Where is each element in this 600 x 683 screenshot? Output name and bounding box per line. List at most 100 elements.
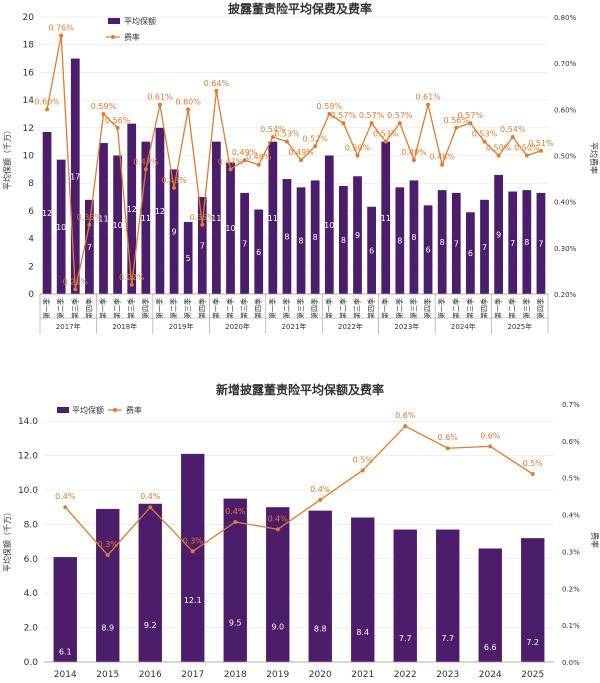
chart1-bar <box>536 192 546 294</box>
chart2-year-label: 2022 <box>394 670 417 680</box>
chart1-rate-marker <box>411 158 416 163</box>
chart2-bar-value-label: 8.9 <box>101 623 114 632</box>
chart1-bar <box>85 199 94 294</box>
chart1-quarter-label: 第三季 <box>522 298 531 319</box>
chart1-quarter-label: 第一季 <box>381 298 390 319</box>
chart1-bar-value-label: 12 <box>42 209 52 218</box>
chart2-rate-marker <box>190 549 195 554</box>
chart1-bar <box>42 131 52 294</box>
chart1-rate-value-label: 0.57% <box>387 111 413 120</box>
chart1-quarter-label: 第一季 <box>211 298 220 319</box>
chart1-quarter-label: 第一季 <box>494 298 503 319</box>
chart1-bar <box>480 199 489 294</box>
chart1-left-axis-title: 平均保额（千万） <box>2 126 12 190</box>
chart1-quarter-label: 第一季 <box>437 298 446 319</box>
chart2-bar <box>351 517 375 662</box>
chart2-left-axis-title: 平均保额（千万） <box>2 508 12 572</box>
chart1-rate-value-label: 0.60% <box>34 97 60 106</box>
chart1-bar <box>423 205 433 294</box>
chart2-legend-bar-label: 平均保额 <box>72 405 104 415</box>
chart1-quarter-label: 第二季 <box>113 298 122 319</box>
chart2-year-label: 2014 <box>54 670 77 680</box>
chart1-left-tick-label: 18 <box>23 41 35 51</box>
chart1-rate-marker <box>186 107 191 112</box>
chart1-quarter-label: 第四季 <box>423 298 432 319</box>
chart1-rate-value-label: 0.35% <box>190 213 216 222</box>
chart1-bar-value-label: 8 <box>341 236 346 245</box>
chart1-rate-value-label: 0.49% <box>288 148 314 157</box>
chart1-bar <box>70 58 80 294</box>
chart2-bars: 6.1 8.9 9.2 12.1 9.5 9.0 8.8 8.4 7.7 7.7 6.6 7.2 <box>53 453 545 662</box>
chart1-rate-value-label: 0.64% <box>204 79 230 88</box>
chart1-right-ticks: 0.20% 0.30% 0.40% 0.50% 0.60% 0.70% 0.80% <box>554 14 577 299</box>
chart1-rate-marker <box>426 102 431 107</box>
chart1-rate-marker <box>524 153 529 158</box>
chart1-rate-marker <box>313 144 318 149</box>
chart2-x-axis: 2014 2015 2016 2017 2018 2019 2020 2021 2022 2023… <box>44 661 554 680</box>
chart1-bar-value-label: 9 <box>496 230 501 239</box>
chart1-rate-value-label: 0.57% <box>331 111 357 120</box>
chart1-rate-value-label: 0.50% <box>514 144 540 153</box>
chart1-title: 披露董责险平均保费及费率 <box>228 1 372 16</box>
chart1-rate-value-label: 0.35% <box>77 213 103 222</box>
chart1-bar <box>310 180 320 294</box>
chart1-quarter-label: 第三季 <box>70 298 79 319</box>
chart1-rate-marker <box>143 167 148 172</box>
chart1-rate-marker <box>538 148 543 153</box>
chart1-quarter-label: 第二季 <box>508 298 517 319</box>
chart1-right-tick-label: 0.50% <box>554 153 577 161</box>
chart1-quarter-label: 第三季 <box>183 298 192 319</box>
chart1-year-label: 2025年 <box>507 322 532 331</box>
chart1-left-tick-label: 14 <box>23 96 35 106</box>
chart1-rate-marker <box>299 158 304 163</box>
chart1-year-label: 2018年 <box>112 322 137 331</box>
chart2-bar-value-label: 7.7 <box>441 634 454 643</box>
chart1-rate-marker <box>482 139 487 144</box>
chart1-quarter-label: 第四季 <box>84 298 93 319</box>
chart1-rate-marker <box>256 162 261 167</box>
chart1-bar <box>127 123 137 295</box>
chart1-rate-marker <box>172 185 177 190</box>
chart2-bar <box>96 508 120 662</box>
chart1-bar <box>113 155 122 294</box>
chart1-rate-marker <box>73 287 78 292</box>
chart1-bar-value-label: 5 <box>186 254 191 263</box>
chart2-left-ticks: 0.0 2.0 4.0 6.0 8.0 10.0 12.0 14.0 <box>18 417 38 668</box>
chart2-rate-marker <box>488 444 493 449</box>
chart1-rate-value-label: 0.50% <box>486 144 512 153</box>
chart1-x-axis: 第一季 第二季 第三季 第四季 第一季 第二季 第三季 第四季 第一季 第二季 第三季 第四季 第一季第… <box>39 293 549 334</box>
chart1-rate-marker <box>59 33 64 38</box>
chart1-rate-marker <box>383 139 388 144</box>
chart1-rate-value-label: 0.59% <box>91 102 117 111</box>
chart1-bar-value-label: 9 <box>172 228 177 237</box>
chart2-bar <box>308 510 332 662</box>
chart1-year-label: 2022年 <box>338 322 363 331</box>
chart2-rate-value-label: 0.4% <box>55 492 76 501</box>
chart1-rate-marker <box>45 107 50 112</box>
chart2-rate-marker <box>63 505 68 510</box>
chart1-year-label: 2019年 <box>169 322 194 331</box>
chart2-right-tick-label: 0.5% <box>562 475 580 483</box>
chart1-left-tick-label: 2 <box>28 262 34 272</box>
chart1-rate-marker <box>200 222 205 227</box>
chart2-rate-marker <box>318 497 323 502</box>
chart1-quarter-label: 第一季 <box>268 298 277 319</box>
chart1-bar-value-label: 11 <box>268 214 278 223</box>
chart1-quarter-label: 第一季 <box>99 298 108 319</box>
chart1-left-tick-label: 12 <box>23 124 34 134</box>
chart1-bar-value-label: 10 <box>324 221 334 230</box>
chart1-bar <box>522 190 532 294</box>
chart2-rate-marker <box>233 519 238 524</box>
chart2-bar-value-label: 6.6 <box>484 643 497 652</box>
chart1-quarter-label: 第三季 <box>296 298 305 319</box>
chart1-rate-marker <box>369 121 374 126</box>
chart1-bar-value-label: 8 <box>524 238 529 247</box>
chart2-bar <box>521 538 545 662</box>
chart1-rate-marker <box>510 135 515 140</box>
chart2-bar <box>223 498 247 662</box>
chart1-quarter-label: 第四季 <box>254 298 263 319</box>
chart1-bar <box>155 127 165 294</box>
chart1-rate-value-label: 0.47% <box>218 157 244 166</box>
